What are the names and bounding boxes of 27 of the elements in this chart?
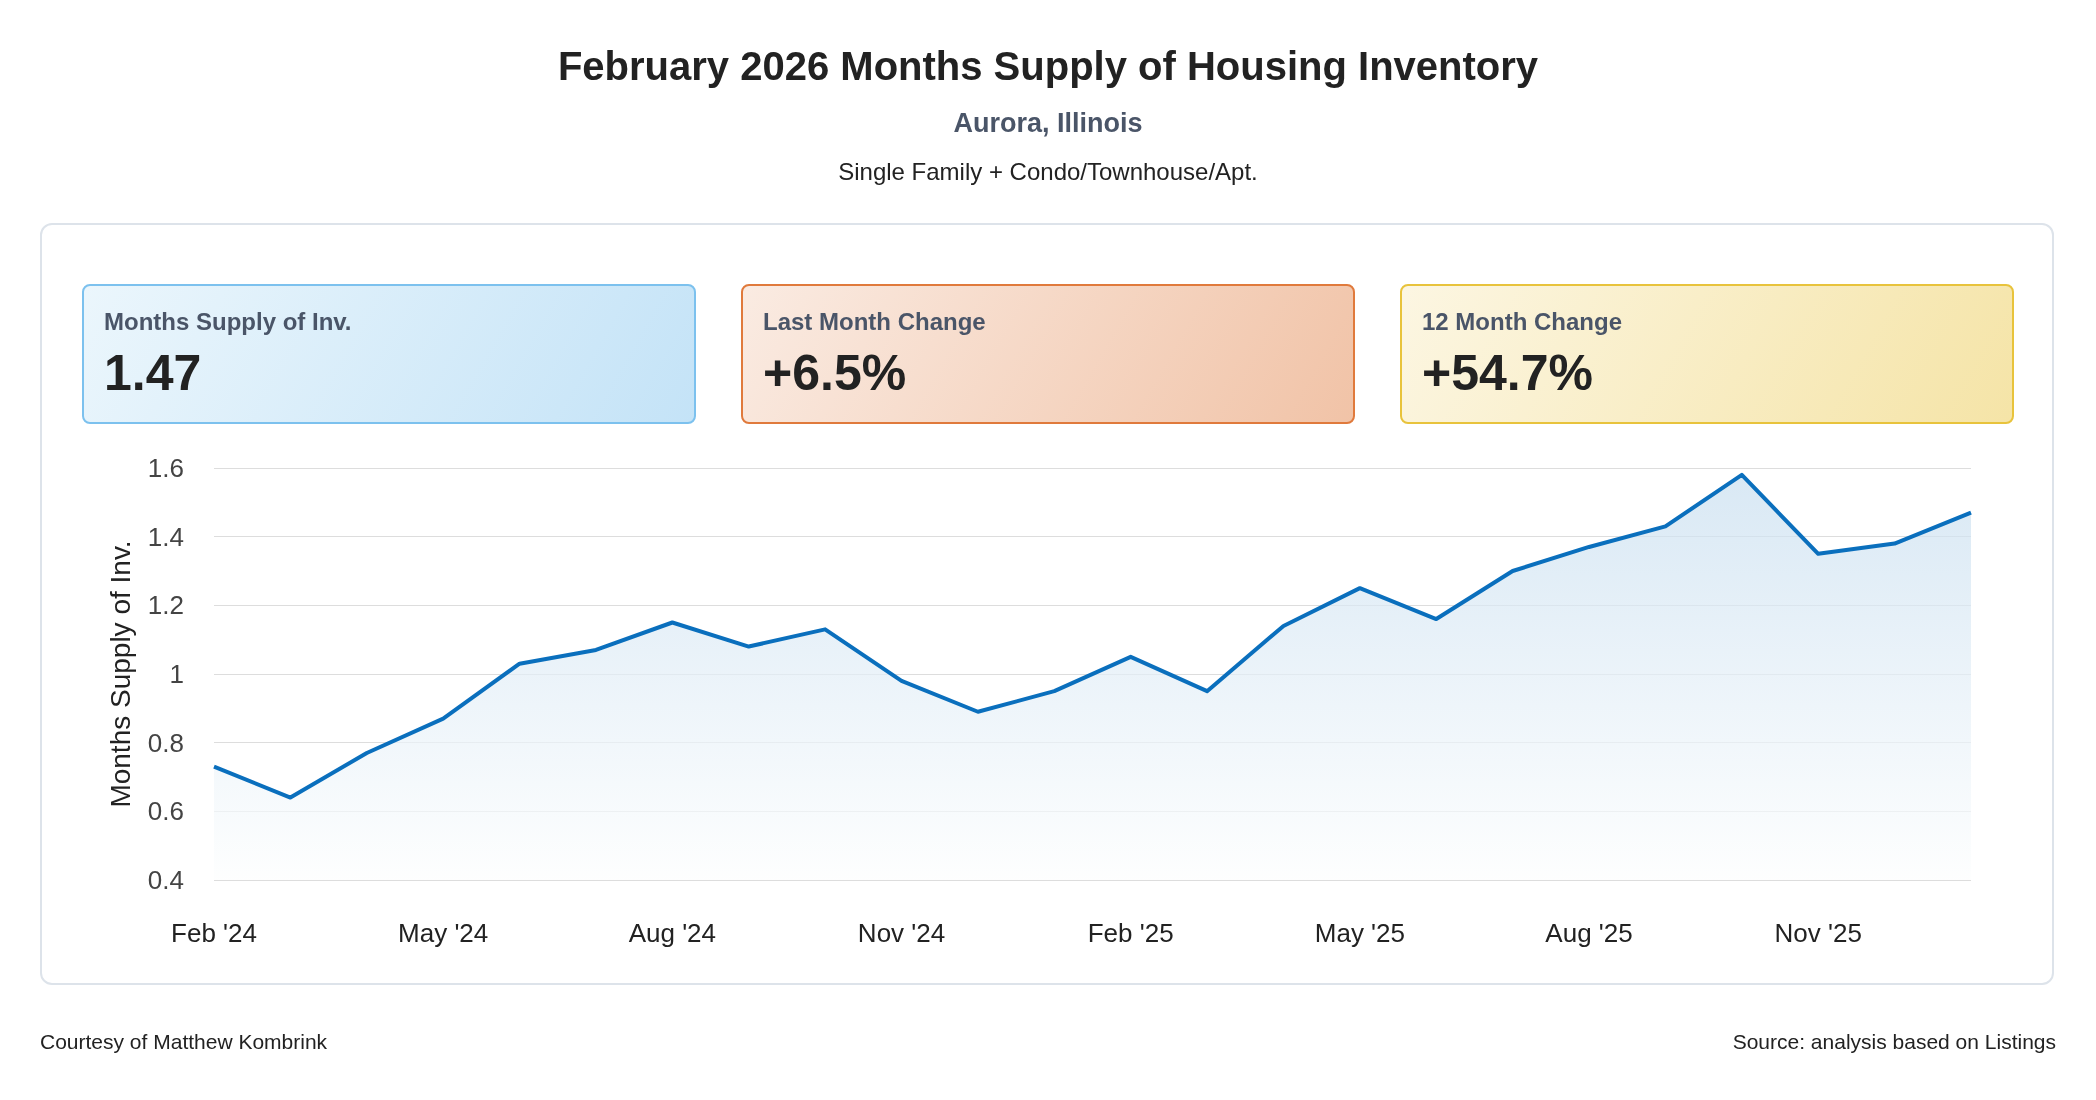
text: 1.47 [104,345,202,401]
text: +54.7% [1422,345,1593,401]
y-tick-label: 1.2 [147,590,184,621]
x-tick-label: May '25 [1314,918,1405,948]
x-tick-label: Feb '24 [171,918,257,948]
x-tick-label: Nov '25 [1774,918,1862,948]
x-tick-label: Aug '25 [1545,918,1633,948]
x-tick-label: Feb '25 [1087,918,1174,948]
text: Single Family + Condo/Townhouse/Apt. [837,158,1259,186]
text: Aurora, Illinois [952,108,1144,139]
category-label: Months Supply of Inv. [104,308,353,336]
text: Courtesy of Matthew Kombrink [40,1030,328,1054]
y-tick-label: 0.8 [147,727,184,758]
category-label: Last Month Change [763,308,987,336]
text: February 2026 Months Supply of Housing Inventory [556,44,1540,89]
source-note: Source: analysis based on Listings [1732,1030,2056,1054]
y-tick-label: 1.4 [147,521,184,552]
y-tick-label: 0.4 [147,865,184,895]
y-tick-label: 0.6 [147,796,184,827]
y-tick-label: 1 [169,659,184,689]
y-axis-title: Months Supply of Inv. [104,540,136,808]
x-tick-label: May '24 [398,918,489,948]
y-tick-label: 1.6 [147,453,184,483]
x-tick-label: Aug '24 [628,918,717,948]
x-tick-label: Nov '24 [857,918,946,948]
category-label: 12 Month Change [1422,308,1623,336]
text: +6.5% [763,345,907,401]
